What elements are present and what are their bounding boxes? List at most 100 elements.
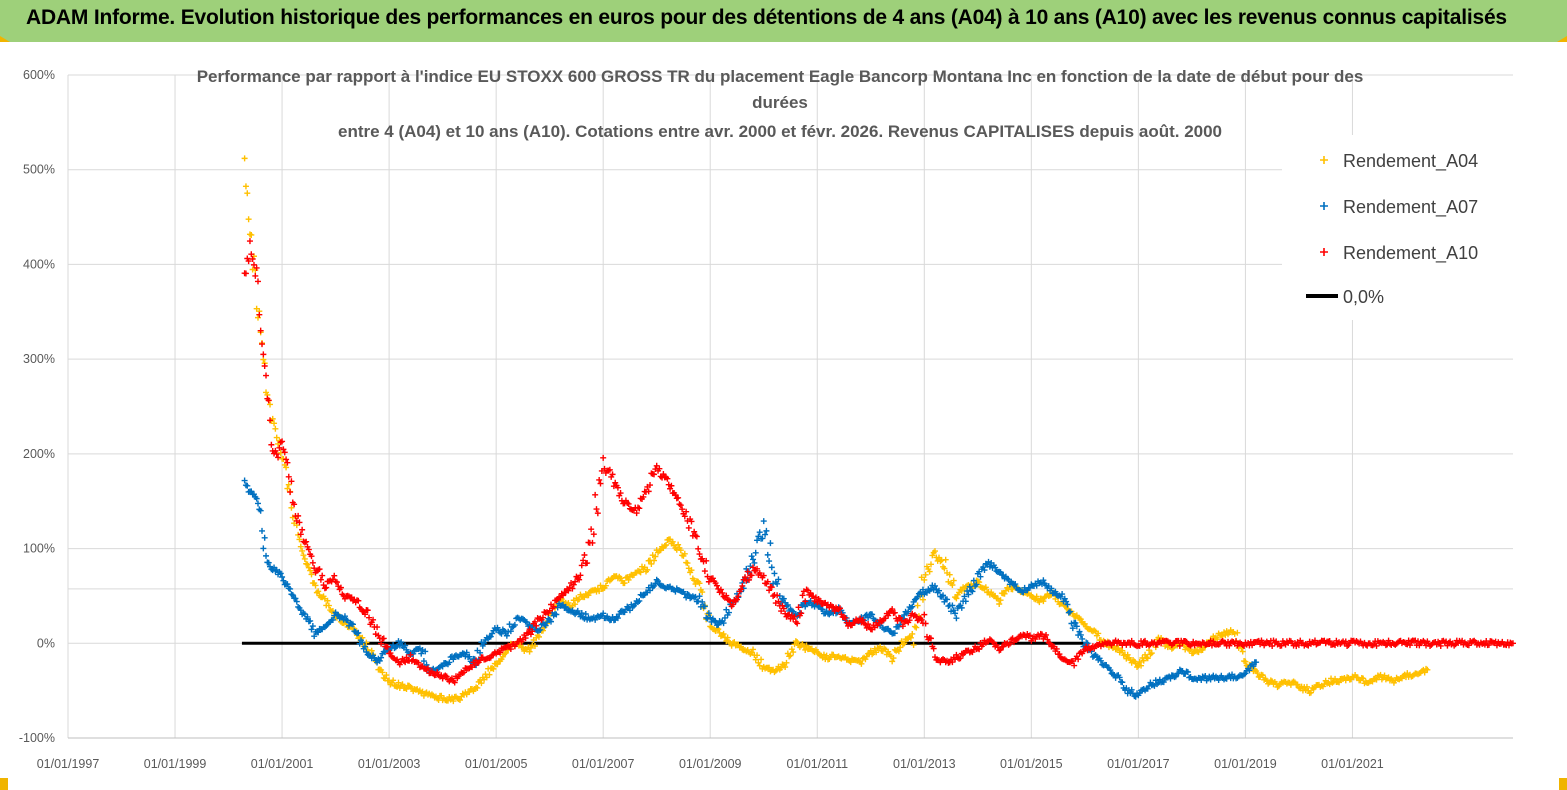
data-point — [606, 466, 613, 473]
data-point — [511, 621, 518, 628]
data-point — [699, 598, 706, 605]
data-point — [364, 607, 371, 614]
data-point — [786, 653, 793, 660]
data-point — [1259, 672, 1266, 679]
data-point — [257, 507, 264, 514]
legend-box — [1282, 135, 1514, 320]
x-tick-label: 01/01/2011 — [786, 757, 848, 771]
chart-series — [241, 155, 1516, 705]
data-point — [918, 616, 925, 623]
series-Rendement_A04 — [241, 155, 1431, 705]
data-point — [655, 578, 662, 585]
data-point — [248, 231, 255, 238]
x-tick-label: 01/01/1997 — [37, 757, 100, 771]
data-point — [300, 552, 307, 559]
data-point — [913, 624, 920, 631]
data-point — [823, 652, 830, 659]
data-point — [733, 596, 740, 603]
data-point — [1012, 581, 1019, 588]
data-point — [944, 596, 951, 603]
data-point — [1311, 637, 1318, 644]
data-point — [531, 643, 538, 650]
data-point — [727, 598, 734, 605]
data-point — [783, 659, 790, 666]
header-title: ADAM Informe. Evolution historique des p… — [26, 6, 1507, 29]
data-point — [308, 571, 315, 578]
data-point — [307, 567, 314, 574]
data-point — [1269, 642, 1276, 649]
data-point — [265, 397, 272, 404]
data-point — [909, 630, 916, 637]
data-point — [597, 480, 604, 487]
legend-label: Rendement_A04 — [1343, 151, 1478, 172]
data-point — [720, 630, 727, 637]
data-point — [466, 653, 473, 660]
data-point — [260, 356, 267, 363]
data-point — [379, 669, 386, 676]
data-point — [731, 639, 738, 646]
data-point — [263, 552, 270, 559]
data-point — [308, 626, 315, 633]
data-point — [1077, 631, 1084, 638]
data-point — [1336, 679, 1343, 686]
data-point — [284, 485, 291, 492]
data-point — [507, 646, 514, 653]
data-point — [717, 586, 724, 593]
legend-marker — [1320, 202, 1328, 210]
data-point — [252, 272, 259, 279]
data-point — [600, 610, 607, 617]
data-point — [1001, 590, 1008, 597]
data-point — [901, 640, 908, 647]
data-point — [921, 611, 928, 618]
data-point — [977, 573, 984, 580]
data-point — [819, 606, 826, 613]
data-point — [443, 673, 450, 680]
data-point — [1144, 655, 1151, 662]
data-point — [1254, 670, 1261, 677]
data-point — [355, 597, 362, 604]
y-tick-label: 300% — [23, 352, 55, 366]
data-point — [1043, 631, 1050, 638]
data-point — [625, 576, 632, 583]
data-point — [333, 579, 340, 586]
data-point — [775, 576, 782, 583]
data-point — [683, 508, 690, 515]
data-point — [780, 605, 787, 612]
data-point — [292, 595, 299, 602]
data-point — [241, 155, 248, 162]
data-point — [865, 621, 872, 628]
data-point — [1053, 645, 1060, 652]
data-point — [940, 592, 947, 599]
data-point — [981, 567, 988, 574]
x-tick-label: 01/01/1999 — [144, 757, 207, 771]
data-point — [325, 602, 332, 609]
data-point — [688, 518, 695, 525]
data-point — [1234, 629, 1241, 636]
data-point — [477, 649, 484, 656]
data-point — [461, 669, 468, 676]
data-point — [746, 576, 753, 583]
data-point — [1406, 642, 1413, 649]
data-point — [720, 620, 727, 627]
data-point — [1044, 636, 1051, 643]
data-point — [289, 592, 296, 599]
data-point — [752, 656, 759, 663]
legend-label: Rendement_A10 — [1343, 243, 1478, 264]
data-point — [932, 582, 938, 589]
data-point — [307, 617, 314, 624]
data-point — [284, 581, 291, 588]
data-point — [299, 547, 306, 554]
data-point — [965, 591, 972, 598]
data-point — [490, 665, 497, 672]
data-point — [256, 506, 263, 513]
data-point — [1006, 640, 1013, 647]
data-point — [1128, 686, 1135, 693]
data-point — [296, 519, 303, 526]
data-point — [790, 649, 797, 656]
data-point — [378, 640, 385, 647]
data-point — [719, 589, 726, 596]
data-point — [961, 593, 968, 600]
data-point — [1332, 675, 1339, 682]
data-point — [422, 648, 429, 655]
